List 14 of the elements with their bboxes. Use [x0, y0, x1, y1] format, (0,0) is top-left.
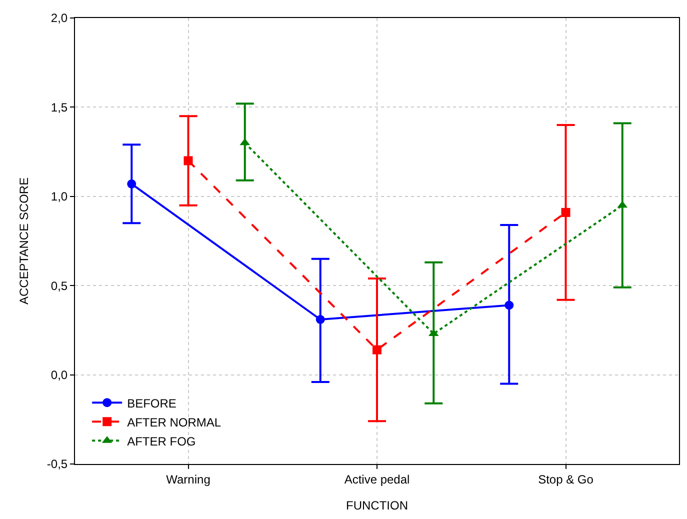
legend-label: AFTER FOG: [127, 434, 196, 448]
x-axis-title: FUNCTION: [346, 498, 408, 512]
y-tick-label: 1,5: [50, 100, 68, 114]
y-tick-label: 2,0: [50, 11, 68, 26]
y-tick-label: 1,0: [50, 190, 68, 204]
x-tick-label: Warning: [166, 472, 210, 486]
y-tick-label: 0,0: [50, 368, 68, 382]
x-tick-label: Active pedal: [344, 472, 410, 486]
legend-label: BEFORE: [127, 396, 176, 410]
legend-label: AFTER NORMAL: [127, 415, 222, 430]
y-tick-label: 0,5: [50, 278, 68, 293]
x-tick-label: Stop & Go: [538, 472, 594, 486]
y-axis-title: ACCEPTANCE SCORE: [17, 177, 32, 305]
y-tick-label: -0,5: [46, 457, 68, 472]
